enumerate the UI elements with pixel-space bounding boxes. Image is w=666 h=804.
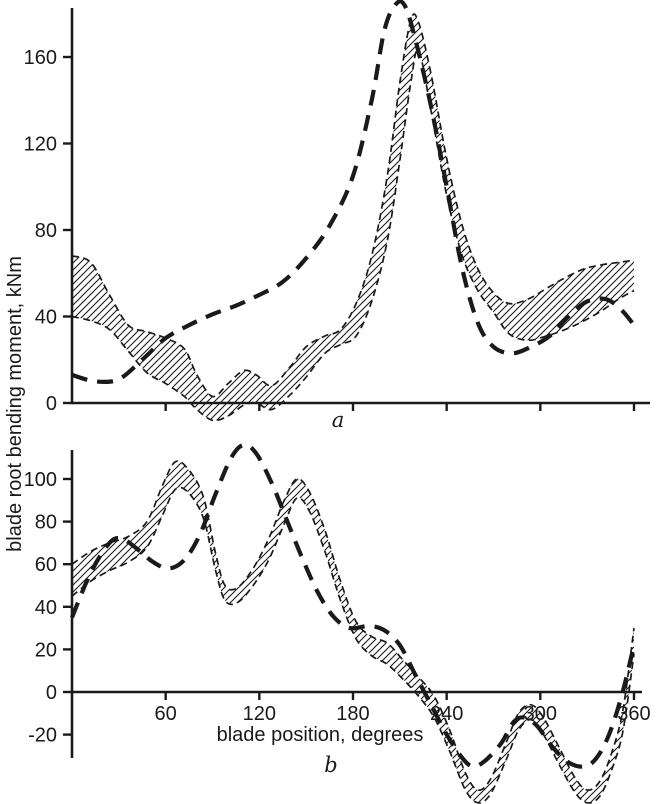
panel-b: -20 0 20 40 60 80 100 60 120 180 240 300 360 [24, 442, 651, 804]
panel-a-label: a [331, 408, 345, 432]
x-axis-tick-label: 300 [524, 703, 557, 725]
y-axis-tick-label: 40 [35, 307, 57, 329]
y-axis-tick-label: 80 [35, 220, 57, 242]
y-axis-tick-label: 160 [24, 47, 57, 69]
y-axis-tick-label: 120 [24, 134, 57, 156]
x-axis-tick-label: 180 [336, 703, 369, 725]
panel-b-band-upper-boundary [71, 460, 635, 791]
y-axis-title: blade root bending moment, kNm [4, 256, 26, 552]
x-axis-tick-label: 360 [617, 703, 650, 725]
y-axis-tick-label: 60 [35, 554, 57, 576]
panel-a-band-lower-boundary [71, 48, 635, 422]
panel-a: 0 40 80 120 160 [24, 0, 650, 422]
y-axis-tick-label: 100 [24, 469, 57, 491]
panel-b-band-lower-boundary [71, 486, 635, 804]
x-axis-title: blade position, degrees [216, 724, 424, 746]
panel-a-band-upper-boundary [71, 13, 635, 398]
x-axis-tick-label: 60 [155, 703, 177, 725]
y-axis-tick-label: 40 [35, 597, 57, 619]
y-axis-tick-label: 0 [46, 393, 57, 415]
panel-b-thick-dashed-curve [70, 442, 637, 769]
y-axis-tick-label: -20 [28, 725, 57, 747]
y-axis-tick-label: 80 [35, 512, 57, 534]
x-axis-tick-label: 120 [243, 703, 276, 725]
panel-b-label: b [324, 753, 338, 777]
panel-a-thick-dashed-curve [71, 0, 636, 385]
y-axis-tick-label: 20 [35, 639, 57, 661]
panel-a-hatched-band [72, 13, 634, 421]
x-axis-tick-label: 240 [430, 703, 463, 725]
y-axis-tick-label: 0 [46, 682, 57, 704]
